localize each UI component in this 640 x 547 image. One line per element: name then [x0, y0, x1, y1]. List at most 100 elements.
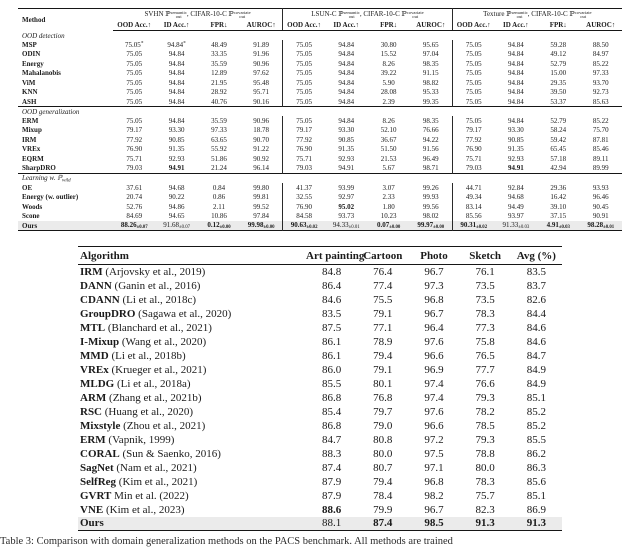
metric-value: 48.49 — [211, 40, 227, 49]
algorithm-name: CORAL — [80, 447, 120, 460]
value-cell: 91.56 — [410, 145, 452, 155]
metric-value: 75.05 — [465, 50, 482, 59]
value-cell: 94.33±0.01 — [325, 221, 368, 231]
metric-value: 52.79 — [550, 116, 567, 125]
metric-value: 77.3 — [475, 321, 495, 334]
value-cell: 97.5 — [408, 447, 459, 461]
value-cell: 97.1 — [408, 461, 459, 475]
metric-value: 78.9 — [373, 335, 393, 348]
metric-value: 75.05 — [465, 69, 482, 78]
value-cell: 96.6 — [408, 419, 459, 433]
metric-value: 85.1 — [526, 391, 546, 404]
method-cell: ASH — [22, 97, 37, 106]
std-dev: ±0.07 — [136, 225, 148, 230]
metric-value: 29.36 — [550, 183, 567, 192]
math-subsup: covariate out — [233, 9, 251, 20]
value-cell: 21.24 — [198, 164, 240, 174]
value-cell: 88.3 — [306, 447, 357, 461]
metric-value: 77.92 — [126, 135, 143, 144]
metric-value: 94.84 — [168, 50, 185, 59]
metric-value: 83.7 — [526, 279, 546, 292]
metric-value: 94.86 — [168, 202, 185, 211]
metric-value: 3.07 — [382, 183, 395, 192]
metric-value: 94.84 — [168, 69, 185, 78]
value-cell: 58.24 — [537, 126, 579, 136]
metric-value: 91.89 — [253, 40, 270, 49]
metric-value: 75.05 — [296, 97, 312, 106]
metric-value: 98.02 — [422, 212, 439, 221]
column-header: Avg (%) — [510, 246, 562, 265]
metric-value: 98.35 — [422, 116, 439, 125]
metric-value: 84.6 — [321, 293, 342, 306]
metric-value: 99.56 — [422, 202, 439, 211]
value-cell: 94.84 — [495, 116, 537, 126]
metric-value: 94.84 — [507, 69, 524, 78]
std-dev: ±0.02 — [306, 225, 318, 230]
algorithm-name: I-Mixup — [80, 335, 120, 348]
value-cell: 88.6 — [306, 503, 357, 517]
value-cell: 89.11 — [579, 154, 622, 164]
metric-value: 86.8 — [321, 391, 342, 404]
metric-value: 94.49 — [507, 202, 524, 211]
metric-value: 85.22 — [592, 59, 609, 68]
metric-value: 82.3 — [475, 503, 495, 516]
math-subsup: covariate out — [406, 9, 424, 20]
metric-value: 86.1 — [321, 349, 342, 362]
metric-value: 88.1 — [321, 517, 342, 530]
metric-value: 49.12 — [550, 50, 567, 59]
pacs-comparison-table: Algorithm Art painting Cartoon Photo Sketch A… — [78, 246, 562, 531]
metric-value: 40.76 — [211, 97, 227, 106]
value-cell: 98.2 — [408, 489, 459, 503]
value-cell: 87.9 — [306, 489, 357, 503]
metric-value: 76.66 — [422, 126, 439, 135]
metric-value: 94.84 — [507, 50, 524, 59]
value-cell: 91.33±0.03 — [494, 221, 538, 231]
value-cell: 87.5 — [306, 321, 357, 335]
value-cell: 1.80 — [367, 202, 409, 212]
value-cell: 89.99 — [579, 164, 622, 174]
metric-value: 91.15 — [422, 69, 439, 78]
metric-value: 4.91±0.03 — [546, 221, 570, 230]
metric-value: 92.93 — [507, 154, 524, 163]
value-cell: 85.46 — [579, 145, 622, 155]
table-row: RSC (Huang et al., 2020) 85.4 79.7 97.6 78.2… — [78, 405, 562, 419]
metric-value: 96.7 — [424, 265, 444, 278]
metric-value: 90.96 — [253, 59, 270, 68]
value-cell: 49.12 — [537, 50, 579, 60]
metric-value: 83.14 — [465, 202, 482, 211]
value-cell: 88.26±0.07 — [113, 221, 156, 231]
metric-value: 79.3 — [475, 433, 495, 446]
metric-value: 77.1 — [373, 321, 393, 334]
value-cell: 83.7 — [511, 279, 562, 293]
column-header: Sketch — [459, 246, 511, 265]
value-cell: 86.1 — [306, 349, 357, 363]
value-cell: 98.35 — [410, 59, 452, 69]
value-cell: 90.91 — [579, 212, 622, 222]
metric-value: 75.05 — [126, 69, 143, 78]
value-cell: 99.35 — [410, 97, 452, 107]
metric-value: 79.9 — [373, 503, 393, 516]
algorithm-cell: Mixstyle (Zhou et al., 2021) — [80, 419, 206, 432]
metric-value: 84.97 — [592, 50, 609, 59]
value-cell: 93.99 — [325, 183, 367, 193]
method-cell: Scone — [22, 212, 40, 221]
value-cell: 94.91 — [495, 164, 537, 174]
algorithm-cell: CDANN (Li et al., 2018c) — [80, 293, 197, 306]
metric-value: 80.1 — [373, 377, 393, 390]
value-cell: 99.26 — [410, 183, 452, 193]
metric-value: 97.04 — [422, 50, 439, 59]
value-cell: 93.30 — [495, 126, 537, 136]
metric-value: 52.10 — [380, 126, 397, 135]
metric-value: 85.5 — [526, 433, 546, 446]
method-column-header: Method — [22, 15, 46, 24]
column-header: OOD Acc.↑ — [451, 20, 495, 31]
value-cell: 96.7 — [408, 265, 459, 279]
value-cell: 0.84 — [198, 183, 240, 193]
value-cell: 82.6 — [511, 293, 562, 307]
table-row: IRM (Arjovsky et al., 2019) 84.8 76.4 96.7 7… — [78, 265, 562, 279]
value-cell: 95.65 — [410, 40, 452, 50]
algorithm-name: Ours — [80, 517, 104, 530]
